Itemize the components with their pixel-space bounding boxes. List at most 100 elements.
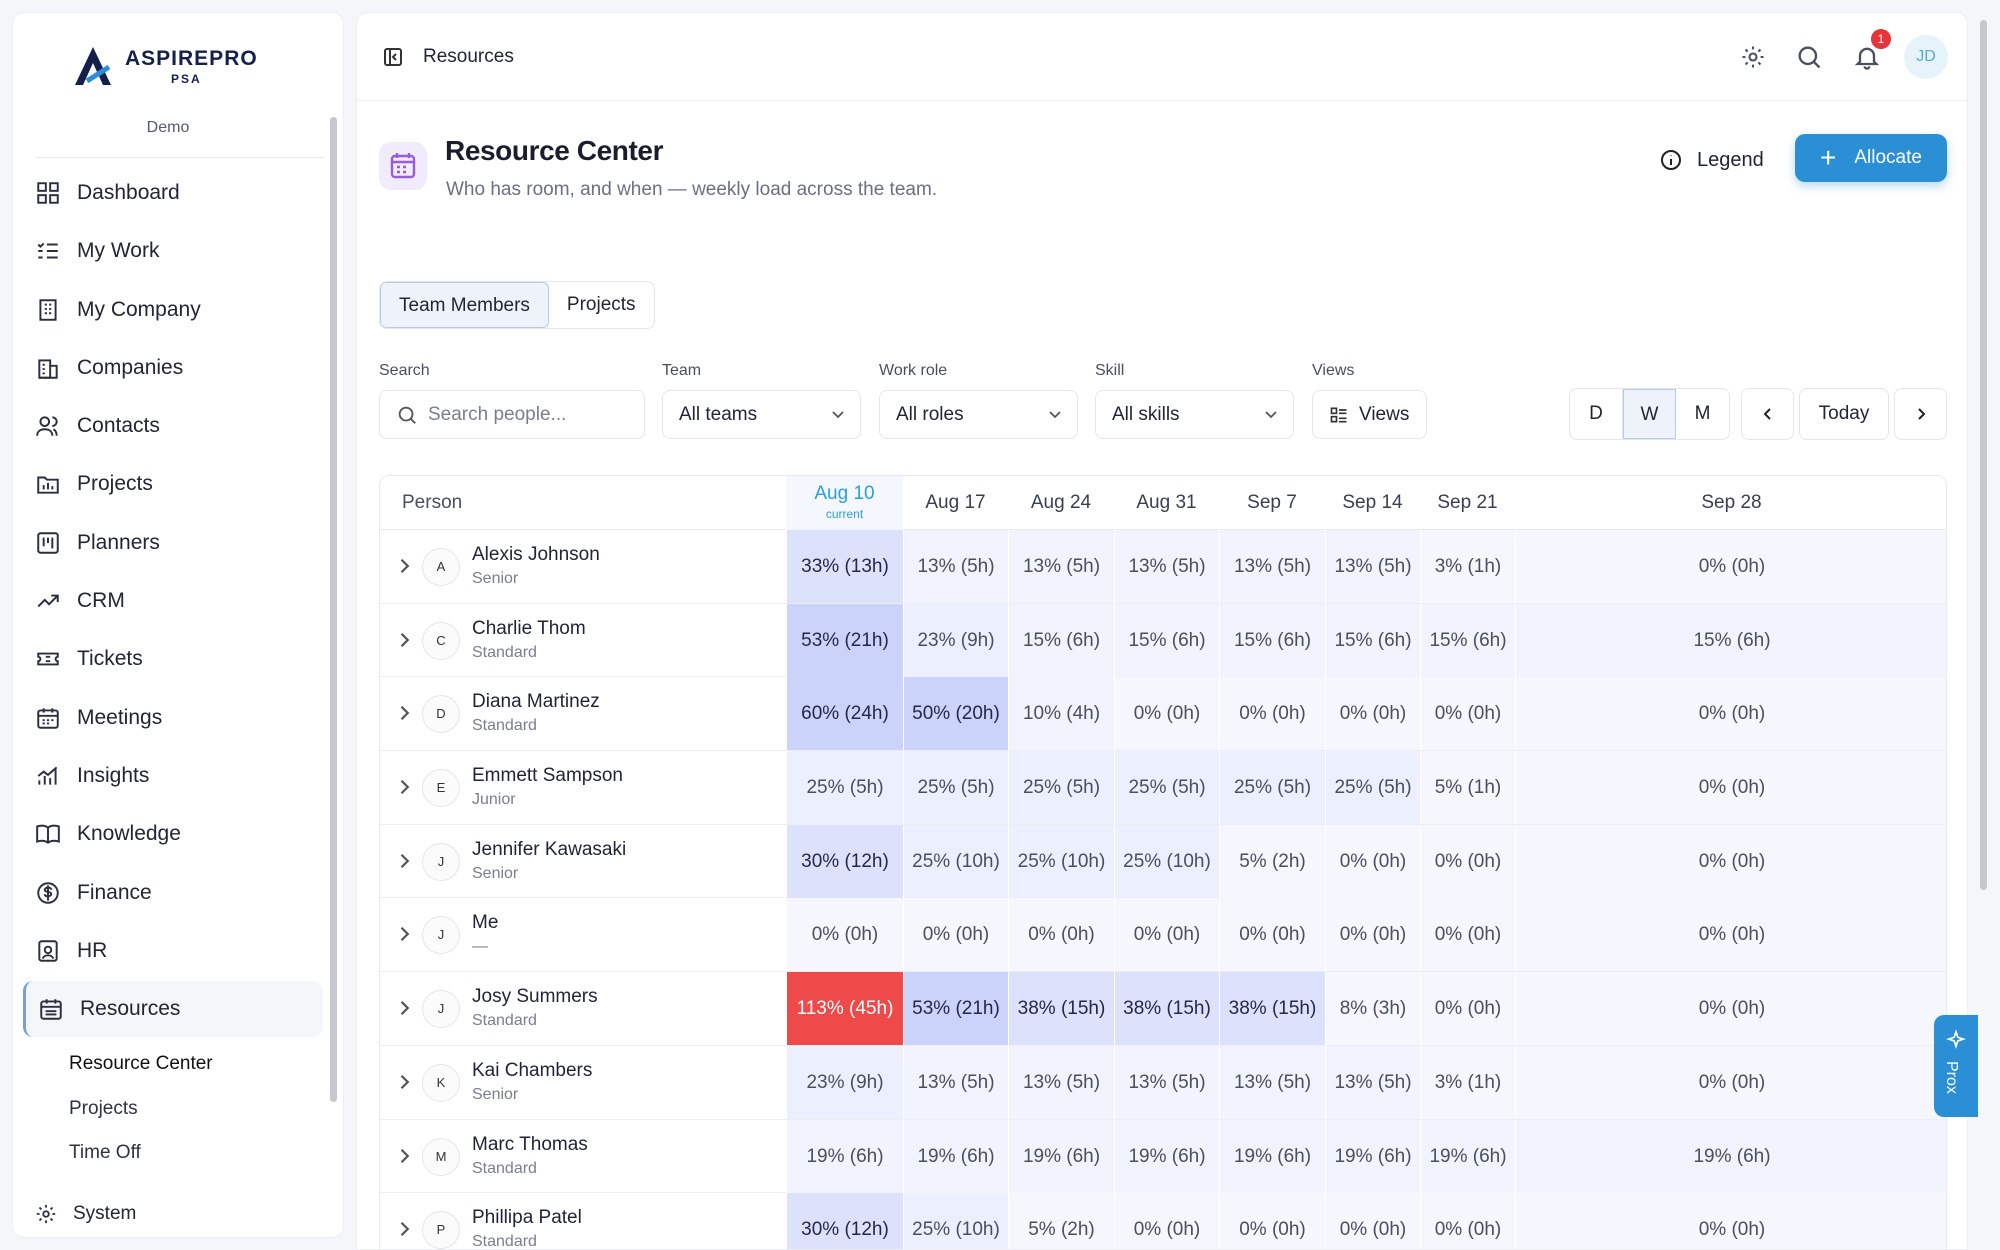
team-select[interactable]: All teams (662, 390, 861, 439)
scale-day-button[interactable]: D (1570, 389, 1623, 439)
week-header[interactable]: Sep 14 (1325, 476, 1420, 530)
load-cell[interactable]: 0% (0h) (1515, 677, 1946, 751)
chevron-right-icon[interactable] (394, 703, 414, 723)
load-cell[interactable]: 25% (5h) (903, 751, 1008, 825)
load-cell[interactable]: 23% (9h) (786, 1045, 903, 1119)
sidebar-item-my-company[interactable]: My Company (23, 282, 323, 338)
load-cell[interactable]: 0% (0h) (1515, 751, 1946, 825)
load-cell[interactable]: 0% (0h) (1420, 824, 1515, 898)
load-cell[interactable]: 13% (5h) (1325, 1045, 1420, 1119)
person-name[interactable]: Jennifer Kawasaki (472, 838, 627, 860)
load-cell[interactable]: 25% (5h) (786, 751, 903, 825)
load-cell[interactable]: 5% (2h) (1219, 824, 1325, 898)
chevron-right-icon[interactable] (394, 777, 414, 797)
load-cell[interactable]: 38% (15h) (1008, 972, 1114, 1046)
sidebar-item-companies[interactable]: Companies (23, 340, 323, 396)
next-button[interactable] (1894, 388, 1947, 440)
load-cell[interactable]: 0% (0h) (1325, 677, 1420, 751)
page-scrollbar[interactable] (1980, 20, 1987, 890)
load-cell[interactable]: 0% (0h) (1420, 972, 1515, 1046)
week-header[interactable]: Aug 31 (1114, 476, 1219, 530)
breadcrumb[interactable]: Resources (423, 46, 514, 67)
load-cell[interactable]: 13% (5h) (1325, 530, 1420, 603)
sidebar-item-projects[interactable]: Projects (23, 456, 323, 512)
load-cell[interactable]: 0% (0h) (786, 898, 903, 972)
tab-projects[interactable]: Projects (566, 294, 636, 315)
brand-logo-icon[interactable] (73, 37, 253, 92)
load-cell[interactable]: 0% (0h) (1420, 677, 1515, 751)
load-cell[interactable]: 19% (6h) (1114, 1119, 1219, 1193)
load-cell[interactable]: 30% (12h) (786, 824, 903, 898)
avatar[interactable]: JD (1904, 35, 1948, 79)
week-header[interactable]: Sep 28 (1515, 476, 1946, 530)
load-cell[interactable]: 13% (5h) (903, 530, 1008, 603)
subnav-time-off[interactable]: Time Off (69, 1142, 141, 1163)
load-cell[interactable]: 0% (0h) (1515, 1193, 1946, 1249)
load-cell[interactable]: 25% (5h) (1114, 751, 1219, 825)
sidebar-item-finance[interactable]: Finance (23, 865, 323, 921)
person-name[interactable]: Me (472, 912, 499, 934)
person-name[interactable]: Phillipa Patel (472, 1207, 582, 1229)
org-name[interactable]: Demo (146, 119, 190, 136)
table-row[interactable]: JMe—+0% (0h)0% (0h)0% (0h)0% (0h)0% (0h)… (380, 898, 1946, 973)
load-cell[interactable]: 13% (5h) (1114, 530, 1219, 603)
chevron-right-icon[interactable] (394, 1072, 414, 1092)
scale-week-button[interactable]: W (1623, 389, 1676, 439)
load-cell[interactable]: 53% (21h) (786, 603, 903, 677)
load-cell[interactable]: 8% (3h) (1325, 972, 1420, 1046)
load-cell[interactable]: 25% (10h) (903, 824, 1008, 898)
load-cell[interactable]: 0% (0h) (1515, 898, 1946, 972)
load-cell[interactable]: 25% (5h) (1008, 751, 1114, 825)
load-cell[interactable]: 0% (0h) (1515, 530, 1946, 603)
load-cell[interactable]: 50% (20h) (903, 677, 1008, 751)
person-name[interactable]: Alexis Johnson (472, 544, 600, 565)
load-cell[interactable]: 13% (5h) (1219, 530, 1325, 603)
gear-icon[interactable] (1739, 43, 1767, 71)
load-cell[interactable]: 38% (15h) (1219, 972, 1325, 1046)
sidebar-item-planners[interactable]: Planners (23, 515, 323, 571)
load-cell[interactable]: 0% (0h) (1219, 898, 1325, 972)
chevron-right-icon[interactable] (394, 851, 414, 871)
chevron-right-icon[interactable] (394, 924, 414, 944)
sidebar-item-knowledge[interactable]: Knowledge (23, 806, 323, 862)
load-cell[interactable]: 3% (1h) (1420, 530, 1515, 603)
load-cell[interactable]: 0% (0h) (1325, 824, 1420, 898)
load-cell[interactable]: 0% (0h) (1114, 1193, 1219, 1249)
load-cell[interactable]: 0% (0h) (1420, 1193, 1515, 1249)
load-cell[interactable]: 13% (5h) (1008, 530, 1114, 603)
load-cell[interactable]: 0% (0h) (1325, 1193, 1420, 1249)
role-select[interactable]: All roles (879, 390, 1078, 439)
scale-month-button[interactable]: M (1694, 403, 1711, 424)
load-cell[interactable]: 13% (5h) (903, 1045, 1008, 1119)
load-cell[interactable]: 5% (1h) (1420, 751, 1515, 825)
load-cell[interactable]: 0% (0h) (1114, 677, 1219, 751)
load-cell[interactable]: 15% (6h) (1325, 603, 1420, 677)
search-field[interactable] (379, 390, 645, 439)
load-cell[interactable]: 19% (6h) (903, 1119, 1008, 1193)
sidebar-item-system[interactable]: System (35, 1203, 136, 1225)
load-cell[interactable]: 33% (13h) (786, 530, 903, 603)
load-cell[interactable]: 0% (0h) (1219, 1193, 1325, 1249)
tab-team-members[interactable]: Team Members (380, 282, 549, 328)
sidebar-item-tickets[interactable]: Tickets (23, 631, 323, 687)
subnav-projects[interactable]: Projects (69, 1098, 138, 1119)
load-cell[interactable]: 15% (6h) (1515, 603, 1946, 677)
load-cell[interactable]: 19% (6h) (1008, 1119, 1114, 1193)
sidebar-item-insights[interactable]: Insights (23, 748, 323, 804)
person-name[interactable]: Diana Martinez (472, 691, 600, 713)
load-cell[interactable]: 13% (5h) (1219, 1045, 1325, 1119)
load-cell[interactable]: 3% (1h) (1420, 1045, 1515, 1119)
load-cell[interactable]: 0% (0h) (1515, 824, 1946, 898)
sidebar-item-hr[interactable]: HR (23, 923, 323, 979)
today-button[interactable]: Today (1799, 388, 1889, 440)
sidebar-item-contacts[interactable]: Contacts (23, 398, 323, 454)
load-cell[interactable]: 10% (4h) (1008, 677, 1114, 751)
load-cell[interactable]: 15% (6h) (1219, 603, 1325, 677)
load-cell[interactable]: 38% (15h) (1114, 972, 1219, 1046)
load-cell[interactable]: 25% (5h) (1219, 751, 1325, 825)
